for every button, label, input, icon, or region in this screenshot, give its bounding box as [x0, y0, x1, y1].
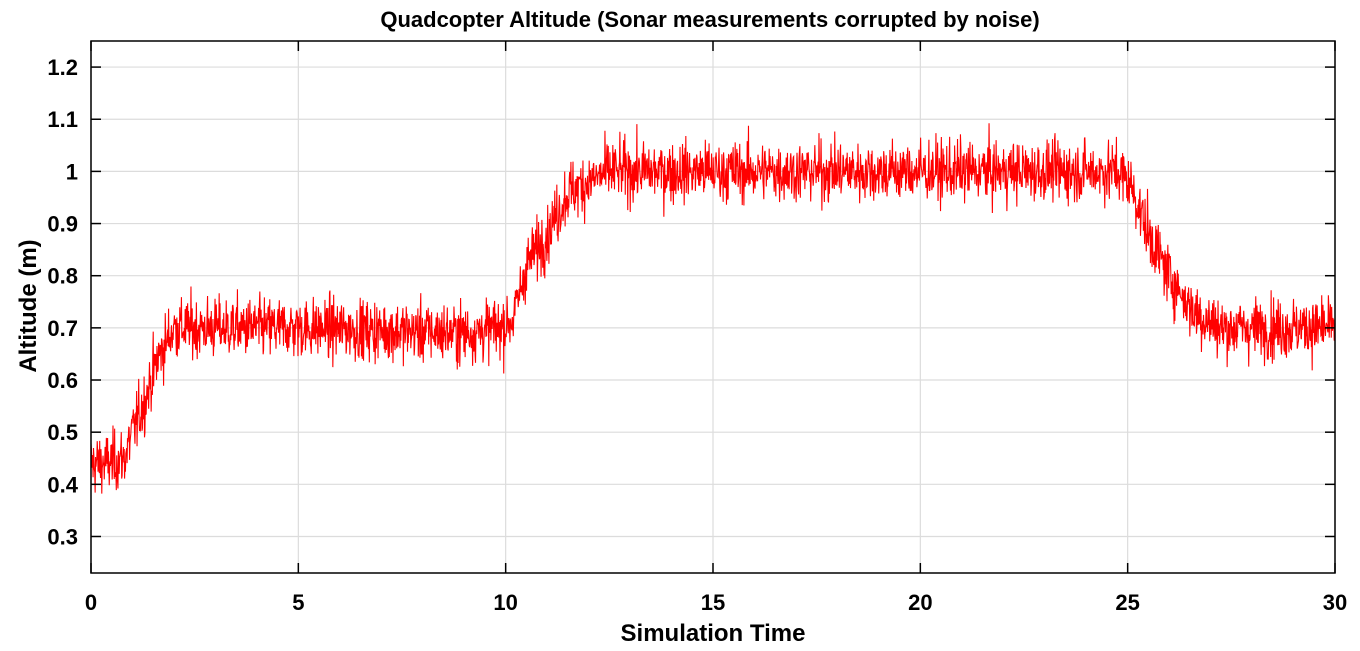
plot-area — [90, 123, 1336, 494]
grid-lines — [90, 41, 1336, 573]
x-tick-label: 20 — [908, 590, 932, 615]
y-tick-label: 0.6 — [47, 368, 78, 393]
y-tick-label: 0.7 — [47, 316, 78, 341]
chart-title: Quadcopter Altitude (Sonar measurements … — [380, 7, 1039, 32]
x-axis-label: Simulation Time — [621, 620, 806, 647]
y-tick-label: 0.4 — [47, 472, 78, 497]
x-tick-label: 5 — [292, 590, 304, 615]
altitude-series-line — [90, 123, 1336, 494]
x-tick-label: 0 — [85, 590, 97, 615]
y-tick-label: 1.2 — [47, 55, 78, 80]
y-tick-label: 1 — [66, 159, 78, 184]
y-tick-label: 1.1 — [47, 107, 78, 132]
y-axis-label: Altitude (m) — [15, 239, 42, 372]
x-tick-label: 30 — [1323, 590, 1347, 615]
x-tick-label: 25 — [1115, 590, 1139, 615]
y-tick-label: 0.8 — [47, 264, 78, 289]
y-tick-label: 0.5 — [47, 420, 78, 445]
axes: 0 5 10 15 20 25 30 0.3 0.4 0.5 0.6 0.7 0.8 0.9 1 1.1 1.2 — [47, 40, 1347, 615]
x-tick-label: 15 — [701, 590, 725, 615]
x-tick-label: 10 — [493, 590, 517, 615]
y-tick-label: 0.9 — [47, 212, 78, 237]
y-tick-label: 0.3 — [47, 524, 78, 549]
